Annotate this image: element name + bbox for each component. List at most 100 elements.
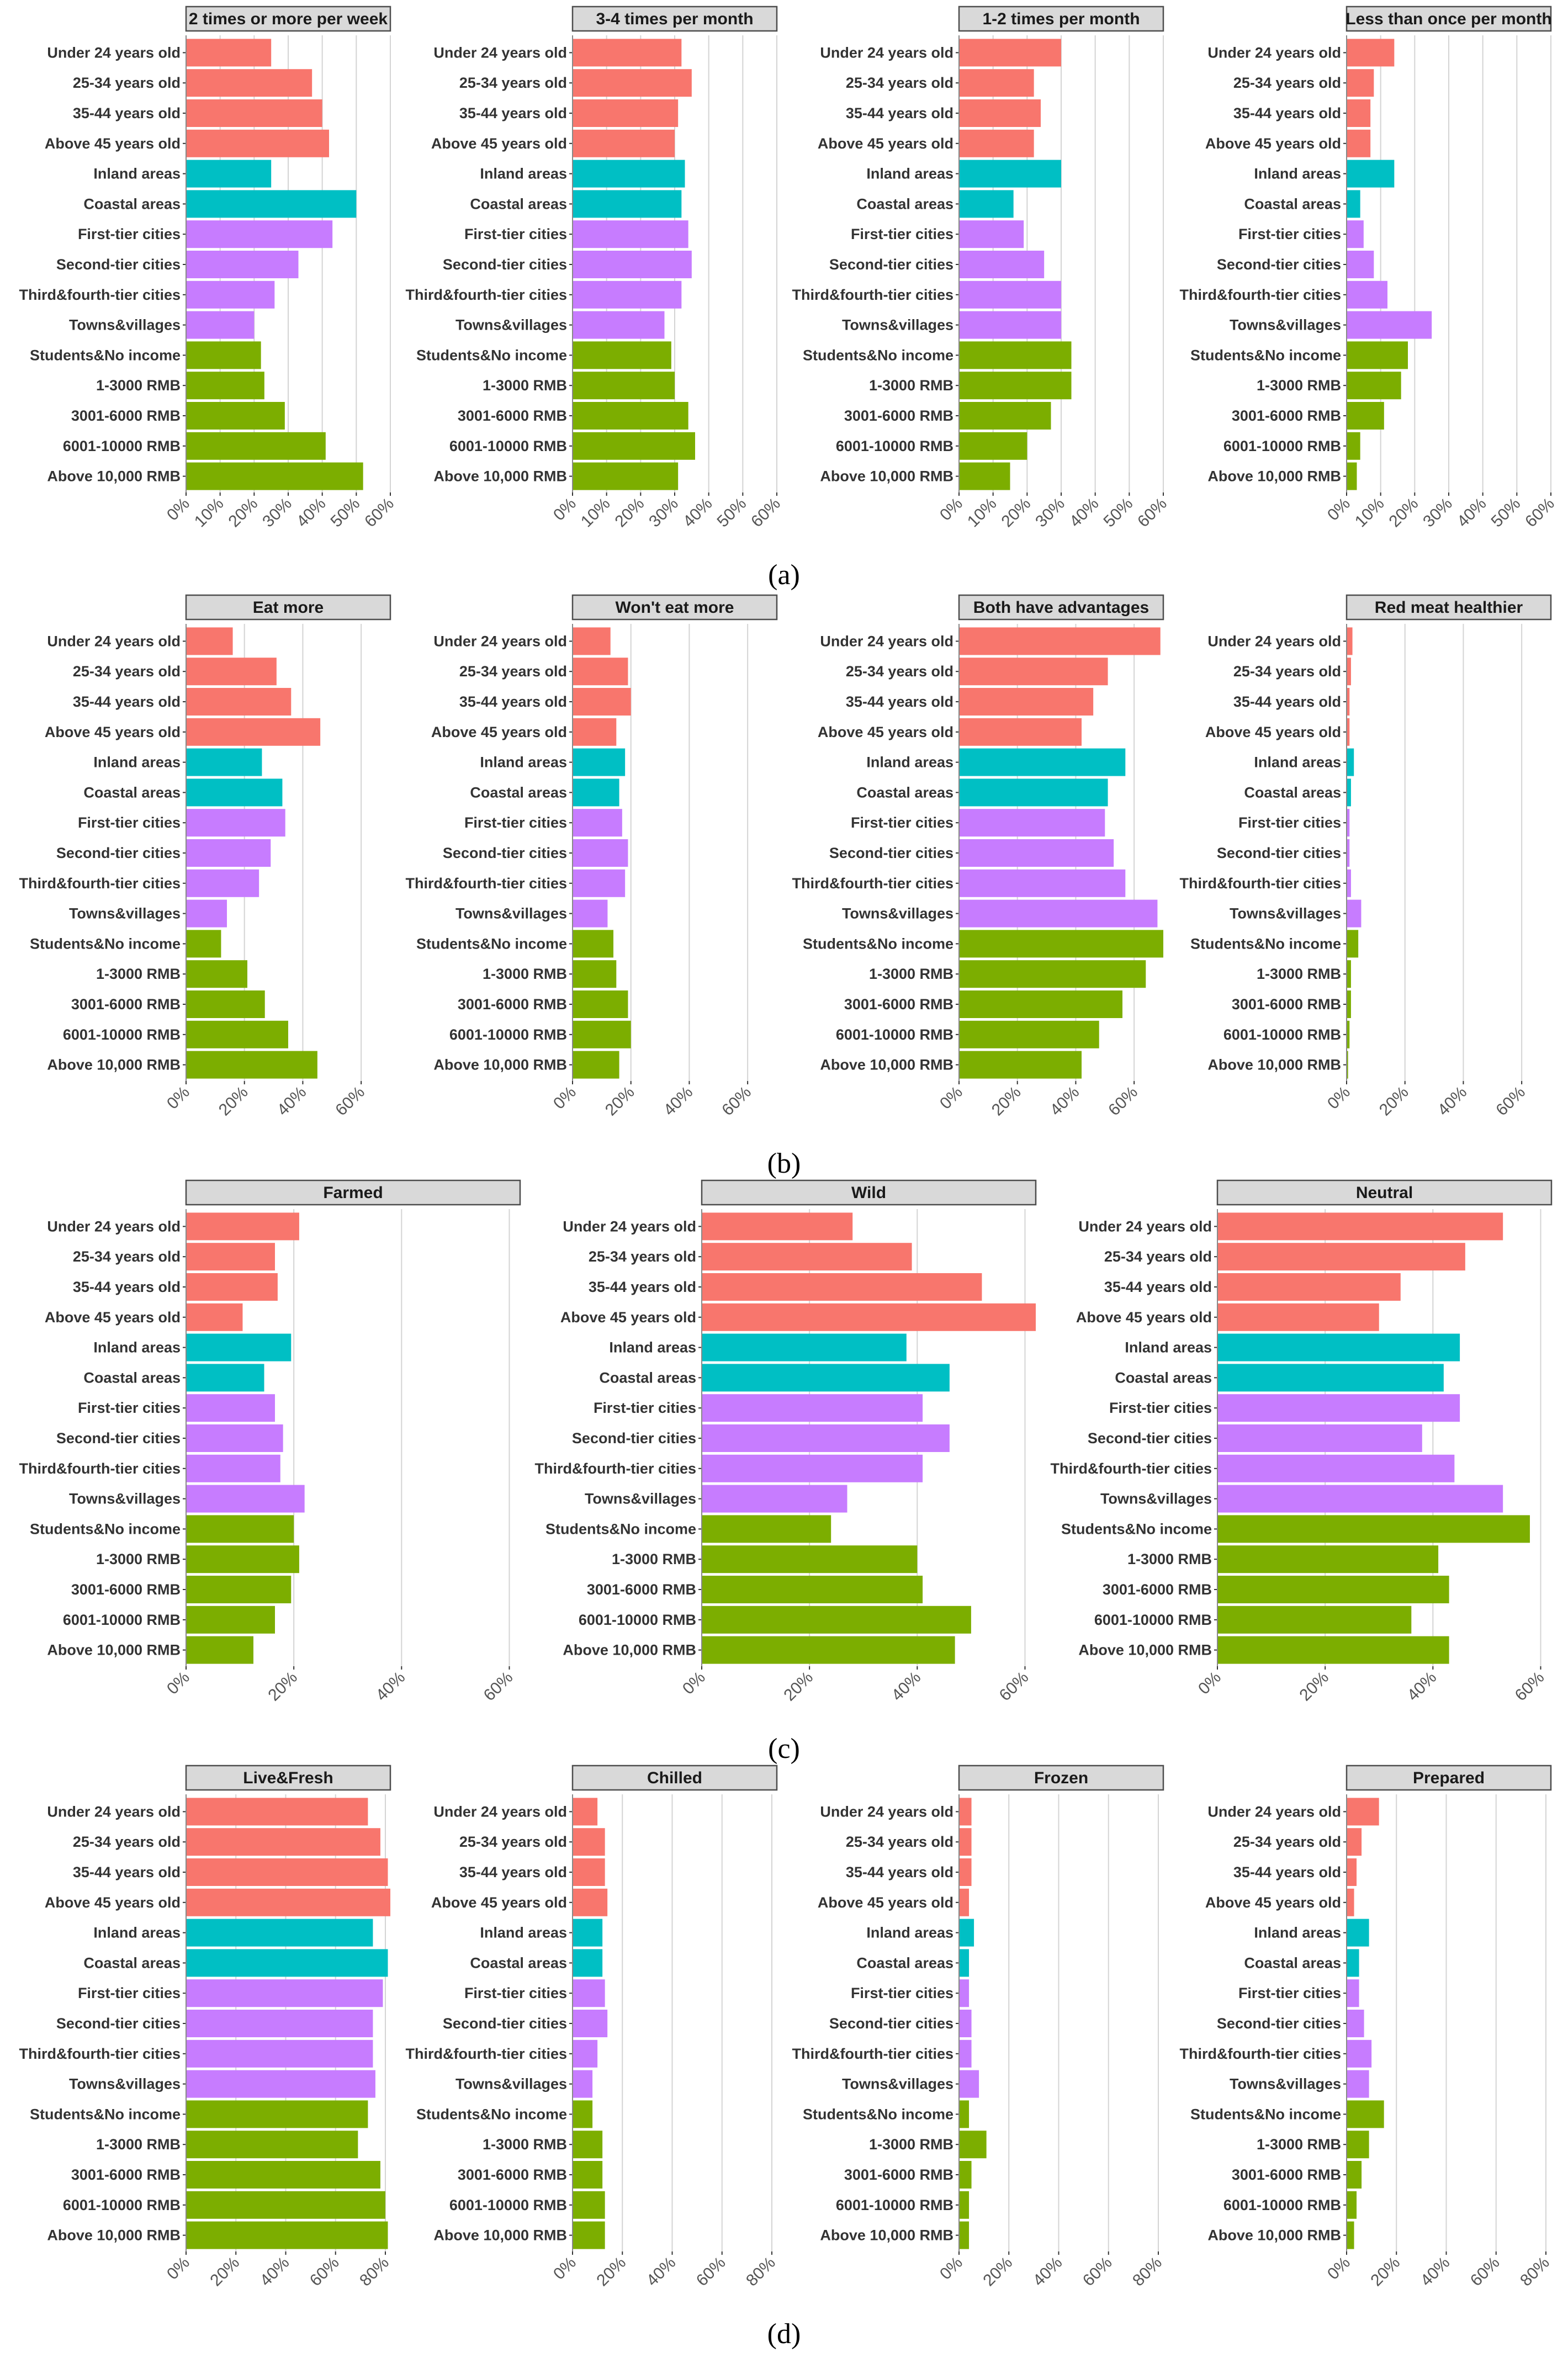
category-label: 35-44 years old xyxy=(73,693,181,710)
bar xyxy=(573,809,622,837)
x-tick-label: 40% xyxy=(257,2254,293,2290)
panel-eat-more: Eat more Under 24 years old 25-34 years ol… xyxy=(19,594,391,1119)
x-tick-label: 40% xyxy=(1066,495,1103,531)
panel-title: Won't eat more xyxy=(616,598,734,617)
category-label: Coastal areas xyxy=(83,195,181,212)
bar xyxy=(959,930,1163,958)
category-label: Third&fourth-tier cities xyxy=(19,287,181,303)
category-label: Third&fourth-tier cities xyxy=(19,1460,181,1477)
bar xyxy=(1347,1858,1357,1886)
x-tick-label: 60% xyxy=(1522,495,1558,531)
category-label: Coastal areas xyxy=(1244,195,1341,212)
category-label: 35-44 years old xyxy=(1233,105,1341,121)
panel-title: Both have advantages xyxy=(973,598,1149,617)
category-label: 25-34 years old xyxy=(73,663,181,680)
category-label: Coastal areas xyxy=(1115,1369,1212,1386)
bar xyxy=(573,160,685,188)
bar xyxy=(702,1606,971,1634)
category-label: Above 45 years old xyxy=(818,135,953,152)
bar xyxy=(186,251,299,278)
bar xyxy=(1347,688,1350,716)
panel-title: Chilled xyxy=(647,1769,702,1787)
bar xyxy=(573,2191,605,2219)
x-tick-label: 0% xyxy=(550,495,580,524)
category-label: Students&No income xyxy=(30,935,181,952)
category-label: Coastal areas xyxy=(83,1954,181,1971)
category-label: 35-44 years old xyxy=(1233,693,1341,710)
bar xyxy=(702,1515,831,1543)
x-tick-label: 40% xyxy=(372,1668,409,1705)
category-label: First-tier cities xyxy=(464,226,567,242)
bar xyxy=(1347,2161,1362,2189)
x-tick-label: 60% xyxy=(306,2254,343,2290)
category-label: Coastal areas xyxy=(83,1369,181,1386)
category-label: Under 24 years old xyxy=(820,1803,953,1820)
panel-strip xyxy=(958,1765,1164,1791)
category-label: First-tier cities xyxy=(464,814,567,831)
bar xyxy=(1347,2131,1369,2159)
category-label: Above 10,000 RMB xyxy=(1207,468,1341,485)
x-tick-label: 0% xyxy=(1324,495,1354,524)
bar xyxy=(186,1919,373,1947)
bar xyxy=(959,311,1061,339)
bar xyxy=(959,2131,987,2159)
bar xyxy=(573,718,617,746)
x-tick-label: 20% xyxy=(264,1668,301,1705)
x-tick-label: 20% xyxy=(1376,1083,1412,1120)
x-tick-label: 60% xyxy=(1134,495,1170,531)
bar xyxy=(573,220,688,248)
x-tick-label: 10% xyxy=(964,495,1000,531)
panel-strip xyxy=(571,6,778,32)
bar xyxy=(186,372,264,400)
category-label: 6001-10000 RMB xyxy=(1223,1026,1341,1043)
category-label: 25-34 years old xyxy=(459,663,567,680)
bar xyxy=(186,778,283,807)
category-label: Under 24 years old xyxy=(47,1218,181,1235)
category-label: 1-3000 RMB xyxy=(96,966,181,982)
figure-a: 2 times or more per week Under 24 years o… xyxy=(19,6,1558,531)
category-label: 25-34 years old xyxy=(73,75,181,91)
bar xyxy=(959,1888,970,1916)
figure-b: Eat more Under 24 years old 25-34 years ol… xyxy=(19,594,1552,1120)
bar xyxy=(959,869,1126,897)
bar xyxy=(1217,1424,1422,1452)
bar xyxy=(1347,1828,1362,1856)
category-label: Inland areas xyxy=(93,754,181,771)
bar xyxy=(959,1020,1099,1048)
bar xyxy=(1217,1212,1503,1241)
panel-neutral: Neutral Under 24 years old 25-34 years old… xyxy=(1050,1179,1553,1704)
x-tick-label: 60% xyxy=(748,495,784,531)
bar xyxy=(1347,372,1401,400)
bar xyxy=(1347,869,1351,897)
bar xyxy=(186,69,312,97)
bar xyxy=(959,69,1034,97)
category-label: 6001-10000 RMB xyxy=(449,2197,567,2213)
bar xyxy=(573,251,692,278)
category-label: 3001-6000 RMB xyxy=(844,2166,953,2183)
bar xyxy=(573,2221,605,2249)
category-label: Coastal areas xyxy=(856,784,953,801)
category-label: Third&fourth-tier cities xyxy=(792,875,953,892)
panel-2-times-or-more-per-week: 2 times or more per week Under 24 years o… xyxy=(19,6,398,531)
category-label: 25-34 years old xyxy=(1233,663,1341,680)
category-label: 25-34 years old xyxy=(459,1834,567,1850)
panel-title: 3-4 times per month xyxy=(596,10,753,28)
category-label: Students&No income xyxy=(1190,2106,1341,2122)
bar xyxy=(573,1798,598,1826)
category-label: Inland areas xyxy=(480,166,567,182)
bar xyxy=(186,1798,368,1826)
category-label: 35-44 years old xyxy=(459,105,567,121)
bar xyxy=(1347,1020,1350,1048)
category-label: Inland areas xyxy=(866,1925,953,1941)
category-label: Inland areas xyxy=(866,166,953,182)
category-label: Inland areas xyxy=(866,754,953,771)
category-label: 3001-6000 RMB xyxy=(71,996,181,1013)
category-label: First-tier cities xyxy=(78,1400,181,1416)
bar xyxy=(186,2161,380,2189)
bar xyxy=(573,402,688,430)
category-label: Third&fourth-tier cities xyxy=(405,287,567,303)
category-label: Students&No income xyxy=(416,2106,567,2122)
category-label: 3001-6000 RMB xyxy=(458,2166,567,2183)
category-label: 6001-10000 RMB xyxy=(449,438,567,454)
panel-farmed: Farmed Under 24 years old 25-34 years old 3… xyxy=(19,1179,521,1705)
